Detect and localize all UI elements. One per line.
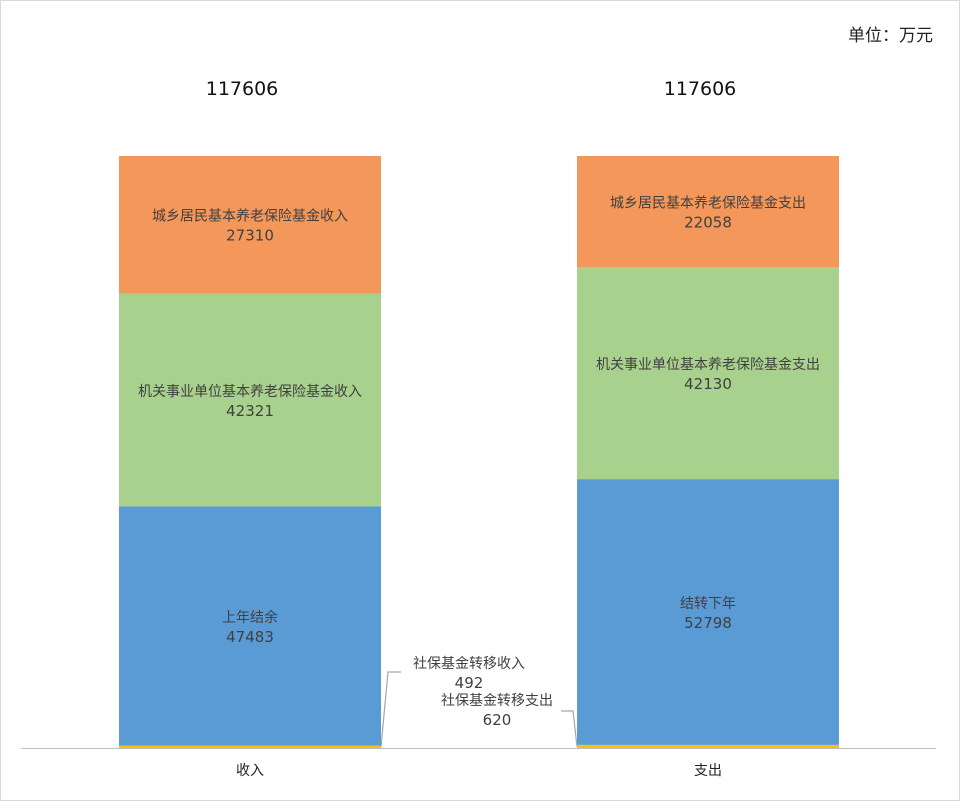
segment-value-label: 27310 xyxy=(226,227,274,245)
segment-name-label: 机关事业单位基本养老保险基金支出 xyxy=(596,356,820,373)
segment-name-label: 城乡居民基本养老保险基金收入 xyxy=(152,208,348,225)
segment-value-label: 22058 xyxy=(684,214,732,232)
segment-name-label: 机关事业单位基本养老保险基金收入 xyxy=(138,383,362,400)
bar-segment xyxy=(577,744,839,748)
segment-value-label: 47483 xyxy=(226,628,274,646)
bar-segment xyxy=(119,293,381,507)
bar-segment xyxy=(119,745,381,748)
callout-leader-line xyxy=(561,710,578,747)
bar-segment xyxy=(577,156,839,268)
bar-segment xyxy=(577,479,839,745)
x-tick-label: 支出 xyxy=(694,763,722,779)
callout-leader-line xyxy=(380,671,401,747)
bar-segment xyxy=(577,267,839,480)
segment-value-label: 620 xyxy=(483,711,512,729)
bar-segment xyxy=(119,506,381,746)
bar-total-label: 117606 xyxy=(664,78,737,100)
segment-name-label: 城乡居民基本养老保险基金支出 xyxy=(610,195,806,212)
x-tick-label: 收入 xyxy=(236,763,264,779)
segment-name-label: 社保基金转移收入 xyxy=(413,655,525,672)
segment-value-label: 492 xyxy=(455,674,484,692)
segment-value-label: 52798 xyxy=(684,614,732,632)
bar-segment xyxy=(119,156,381,294)
segment-name-label: 结转下年 xyxy=(680,596,736,612)
segment-name-label: 社保基金转移支出 xyxy=(441,692,553,709)
bar-total-label: 117606 xyxy=(206,78,279,100)
segment-value-label: 42321 xyxy=(226,402,274,420)
unit-label: 单位：万元 xyxy=(848,26,933,46)
segment-name-label: 上年结余 xyxy=(222,609,278,626)
segment-value-label: 42130 xyxy=(684,375,732,393)
